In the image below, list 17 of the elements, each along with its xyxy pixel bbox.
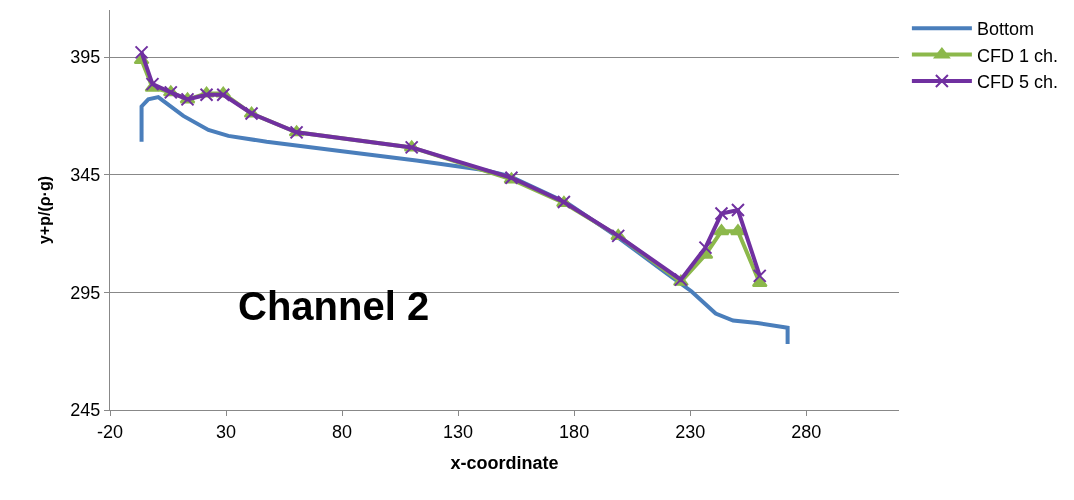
x-axis-title: x-coordinate — [450, 452, 559, 473]
legend-label: Bottom — [976, 19, 1034, 40]
annotation: Channel 2 — [238, 284, 430, 328]
y-tick-label: 295 — [70, 282, 101, 303]
x-tick-label: 130 — [443, 421, 474, 442]
x-tick-label: 280 — [791, 421, 822, 442]
y-axis-title: y+p/(ρ·g) — [36, 175, 54, 245]
y-tick-label: 245 — [70, 400, 101, 421]
x-tick-label: 80 — [332, 421, 353, 442]
x-tick-label: 180 — [559, 421, 590, 442]
x-tick-label: -20 — [96, 421, 124, 442]
x-tick-label: 30 — [216, 421, 237, 442]
legend-label: CFD 1 ch. — [976, 45, 1058, 66]
legend-label: CFD 5 ch. — [976, 72, 1058, 93]
y-tick-label: 395 — [70, 47, 101, 68]
x-tick-label: 230 — [675, 421, 706, 442]
y-tick-label: 345 — [70, 165, 101, 186]
